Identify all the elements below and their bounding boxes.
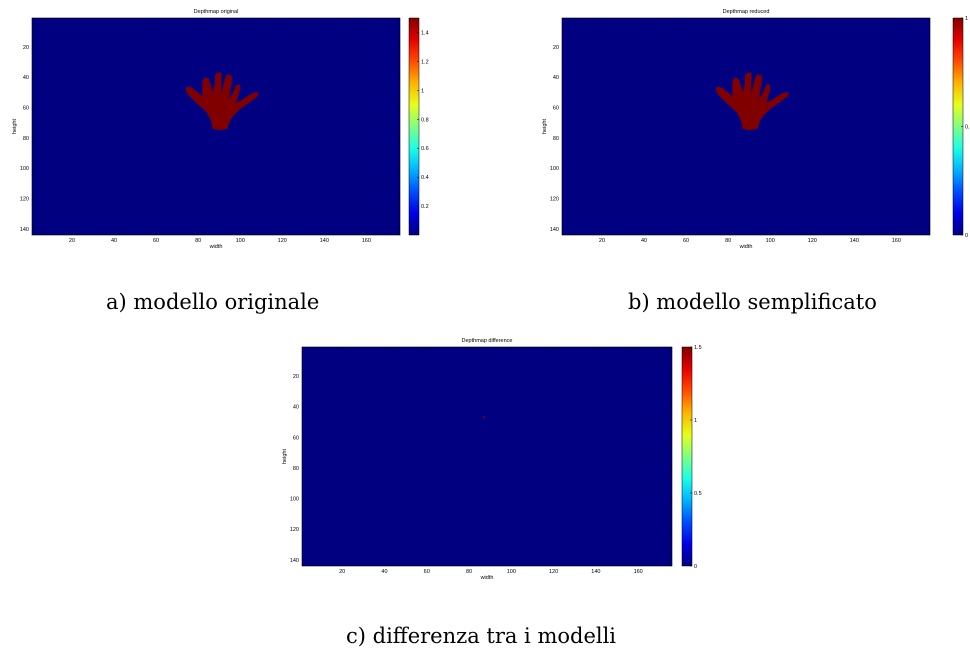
- x-tick-label: 40: [111, 238, 117, 244]
- y-tick-label: 60: [553, 106, 559, 112]
- chart-title: Depthmap reduced: [723, 9, 770, 15]
- heatmap-background: [302, 347, 672, 566]
- x-tick-label: 120: [808, 238, 817, 244]
- x-axis-label: width: [209, 244, 223, 250]
- axes-frame: [31, 17, 401, 236]
- colorbar-tick-label: 1.4: [421, 30, 429, 36]
- x-tick-label: 140: [850, 238, 859, 244]
- x-tick-label: 60: [424, 569, 430, 575]
- colorbar-tick-label: 1.2: [421, 59, 429, 65]
- x-tick-label: 120: [549, 569, 558, 575]
- y-tick-label: 140: [290, 558, 299, 564]
- y-tick-label: 40: [553, 75, 559, 81]
- x-tick-label: 20: [339, 569, 345, 575]
- y-tick-label: 100: [550, 166, 559, 172]
- colorbar: [681, 346, 693, 567]
- colorbar-tick-label: 0.6: [421, 146, 429, 152]
- y-axis-label: height: [12, 119, 18, 134]
- x-tick-label: 40: [381, 569, 387, 575]
- y-tick-label: 20: [293, 374, 299, 380]
- y-axis-label: height: [282, 449, 288, 464]
- x-axis-label: width: [739, 244, 753, 250]
- colorbar-tick-label: 1: [694, 418, 697, 424]
- colorbar-tick-label: 0.2: [421, 204, 429, 210]
- x-tick-label: 160: [634, 569, 643, 575]
- chart-title: Depthmap difference: [462, 338, 513, 344]
- caption-original: a) modello originale: [106, 290, 320, 314]
- x-tick-label: 140: [320, 238, 329, 244]
- y-tick-label: 80: [23, 136, 29, 142]
- colorbar-tick-label: 0.5: [694, 491, 702, 497]
- x-tick-label: 100: [766, 238, 775, 244]
- y-tick-label: 20: [23, 45, 29, 51]
- x-tick-label: 40: [641, 238, 647, 244]
- y-tick-label: 80: [553, 136, 559, 142]
- x-tick-label: 80: [466, 569, 472, 575]
- y-tick-label: 40: [23, 75, 29, 81]
- colorbar-tick-label: 1: [421, 88, 424, 94]
- x-tick-label: 60: [153, 238, 159, 244]
- y-tick-label: 40: [293, 405, 299, 411]
- x-tick-label: 80: [195, 238, 201, 244]
- x-tick-label: 120: [278, 238, 287, 244]
- colorbar: [408, 17, 420, 236]
- y-tick-label: 100: [290, 497, 299, 503]
- y-tick-label: 120: [290, 527, 299, 533]
- y-tick-label: 140: [20, 227, 29, 233]
- y-axis-label: height: [542, 119, 548, 134]
- y-tick-label: 120: [20, 197, 29, 203]
- caption-difference: c) differenza tra i modelli: [346, 624, 617, 648]
- colorbar-tick-label: 1.5: [694, 345, 702, 351]
- x-tick-label: 160: [892, 238, 901, 244]
- y-tick-label: 80: [293, 466, 299, 472]
- colorbar-tick-label: 0.8: [421, 117, 429, 123]
- x-tick-label: 80: [725, 238, 731, 244]
- x-tick-label: 20: [599, 238, 605, 244]
- y-tick-label: 60: [293, 435, 299, 441]
- x-tick-label: 60: [683, 238, 689, 244]
- y-tick-label: 20: [553, 45, 559, 51]
- x-tick-label: 20: [69, 238, 75, 244]
- y-tick-label: 140: [550, 227, 559, 233]
- colorbar-tick-label: 0.5: [965, 125, 970, 131]
- x-tick-label: 140: [591, 569, 600, 575]
- colorbar-tick-label: 0: [965, 233, 968, 239]
- hand-region: [715, 72, 790, 131]
- x-tick-label: 160: [362, 238, 371, 244]
- x-tick-label: 100: [507, 569, 516, 575]
- hot-pixel: [482, 416, 485, 419]
- colorbar-tick-label: 1: [965, 16, 968, 22]
- colorbar-tick-label: 0: [694, 564, 697, 570]
- y-tick-label: 100: [20, 166, 29, 172]
- x-tick-label: 100: [236, 238, 245, 244]
- caption-reduced: b) modello semplificato: [628, 290, 877, 314]
- hand-region: [185, 72, 260, 131]
- x-axis-label: width: [480, 575, 494, 581]
- axes-frame: [301, 346, 673, 567]
- axes-frame: [561, 17, 931, 236]
- chart-title: Depthmap original: [194, 9, 239, 15]
- y-tick-label: 120: [550, 197, 559, 203]
- y-tick-label: 60: [23, 106, 29, 112]
- colorbar-tick-label: 0.4: [421, 175, 429, 181]
